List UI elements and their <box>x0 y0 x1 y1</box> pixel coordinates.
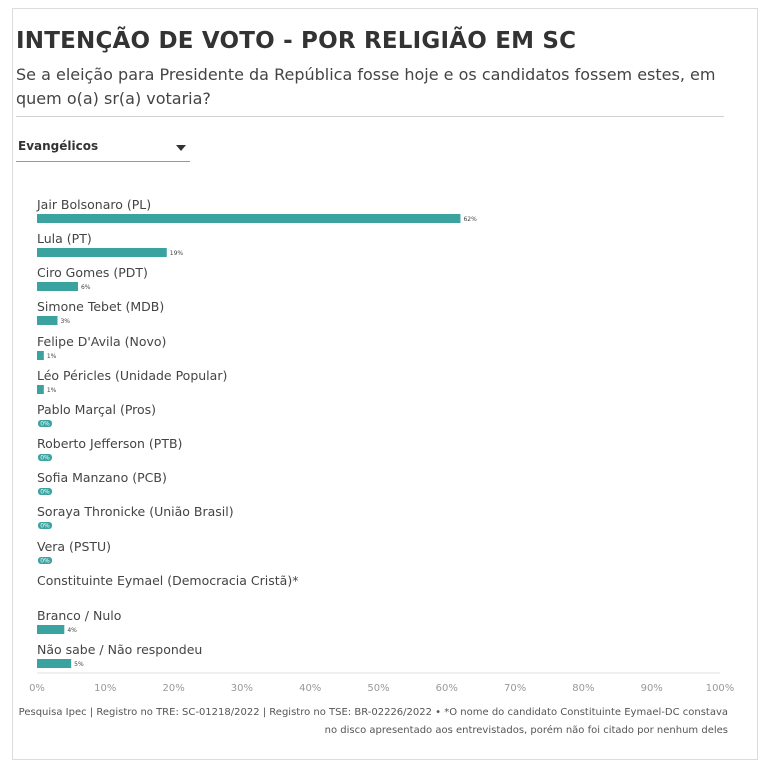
value-label: 0% <box>40 455 50 462</box>
x-tick-label: 80% <box>572 683 594 694</box>
bar-chart: Jair Bolsonaro (PL) 62% Lula (PT) 19% Ciro G… <box>29 197 735 694</box>
category-label: Jair Bolsonaro (PL) <box>36 197 151 212</box>
value-label: 6% <box>81 284 91 291</box>
bar[interactable] <box>37 248 167 257</box>
category-label: Roberto Jefferson (PTB) <box>37 436 182 451</box>
category-label: Ciro Gomes (PDT) <box>37 265 148 280</box>
value-label: 4% <box>67 627 77 634</box>
x-tick-label: 40% <box>299 683 321 694</box>
value-label: 1% <box>47 353 57 360</box>
category-label: Constituinte Eymael (Democracia Cristã)* <box>37 573 298 588</box>
category-label: Lula (PT) <box>37 231 92 246</box>
value-label: 19% <box>170 250 184 257</box>
value-label: 3% <box>60 318 70 325</box>
x-tick-label: 100% <box>706 683 735 694</box>
religion-dropdown-value: Evangélicos <box>18 139 99 153</box>
bar[interactable] <box>37 385 44 394</box>
category-label: Branco / Nulo <box>37 608 121 623</box>
header-divider <box>16 116 724 117</box>
category-label: Vera (PSTU) <box>37 539 111 554</box>
chart-subtitle: Se a eleição para Presidente da Repúblic… <box>16 65 716 108</box>
x-tick-label: 10% <box>94 683 116 694</box>
chart-title: INTENÇÃO DE VOTO - POR RELIGIÃO EM SC <box>16 28 577 54</box>
category-label: Léo Péricles (Unidade Popular) <box>37 368 227 383</box>
bar[interactable] <box>37 351 44 360</box>
x-tick-label: 60% <box>436 683 458 694</box>
value-label: 0% <box>40 489 50 496</box>
x-tick-label: 20% <box>162 683 184 694</box>
category-label: Felipe D'Avila (Novo) <box>37 334 166 349</box>
religion-dropdown[interactable]: Evangélicos <box>16 136 190 162</box>
zero-value-badge <box>38 454 52 461</box>
category-label: Simone Tebet (MDB) <box>37 299 164 314</box>
x-tick-label: 0% <box>29 683 45 694</box>
bar[interactable] <box>37 659 72 668</box>
bar[interactable] <box>37 282 78 291</box>
value-label: 5% <box>74 661 84 668</box>
x-tick-label: 50% <box>367 683 389 694</box>
value-label: 0% <box>40 558 50 565</box>
zero-value-badge <box>38 488 52 495</box>
x-tick-label: 30% <box>231 683 253 694</box>
category-label: Pablo Marçal (Pros) <box>37 402 156 417</box>
footnote: Pesquisa Ipec | Registro no TRE: SC-0121… <box>18 707 728 736</box>
value-label: 0% <box>40 523 50 530</box>
x-tick-label: 90% <box>641 683 663 694</box>
category-label: Sofia Manzano (PCB) <box>37 470 167 485</box>
chart-card <box>12 8 758 760</box>
value-label: 1% <box>47 387 57 394</box>
zero-value-badge <box>38 557 52 564</box>
chevron-down-icon <box>176 145 186 151</box>
value-label: 62% <box>463 216 477 223</box>
bar[interactable] <box>37 625 65 634</box>
x-tick-label: 70% <box>504 683 526 694</box>
category-label: Soraya Thronicke (União Brasil) <box>37 504 234 519</box>
bar[interactable] <box>37 316 58 325</box>
zero-value-badge <box>38 420 52 427</box>
value-label: 0% <box>40 421 50 428</box>
bar[interactable] <box>37 214 461 223</box>
zero-value-badge <box>38 522 52 529</box>
category-label: Não sabe / Não respondeu <box>37 642 202 657</box>
